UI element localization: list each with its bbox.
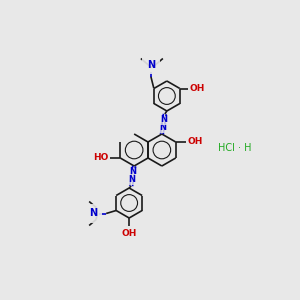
Text: OH: OH <box>190 84 205 93</box>
Text: OH: OH <box>122 229 137 238</box>
Text: N: N <box>147 59 155 70</box>
Text: N: N <box>128 176 136 184</box>
Text: OH: OH <box>188 137 203 146</box>
Text: HCl · H: HCl · H <box>218 143 251 153</box>
Text: N: N <box>160 116 167 124</box>
Text: N: N <box>130 167 137 176</box>
Text: HO: HO <box>93 154 108 163</box>
Text: N: N <box>159 124 166 133</box>
Text: N: N <box>89 208 97 218</box>
